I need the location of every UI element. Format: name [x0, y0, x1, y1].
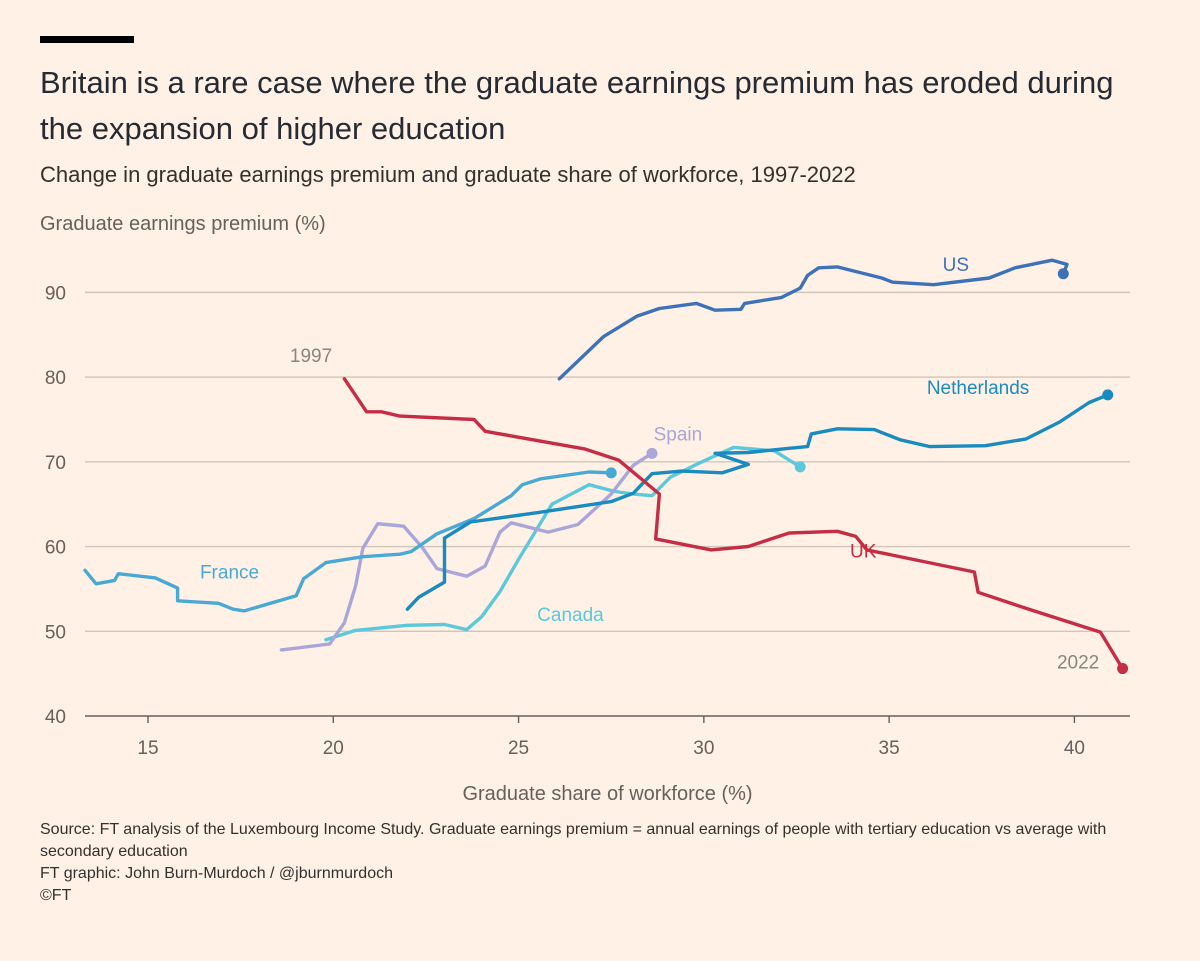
y-tick-label: 90 [45, 283, 66, 304]
graphic-credit: FT graphic: John Burn-Murdoch / @jburnmu… [40, 865, 393, 882]
series-endpoint-spain [646, 447, 658, 459]
ft-header-bar [40, 36, 134, 43]
series-label-netherlands: Netherlands [927, 378, 1029, 399]
series-endpoint-france [605, 467, 617, 479]
x-tick-label: 35 [879, 738, 900, 759]
source-note: Source: FT analysis of the Luxembourg In… [40, 821, 1107, 860]
series-line-france [83, 470, 613, 613]
x-axis-label: Graduate share of workforce (%) [462, 783, 752, 805]
copyright: ©FT [40, 887, 72, 904]
series-line-netherlands [405, 393, 1110, 611]
y-tick-label: 70 [45, 453, 66, 474]
x-tick-label: 25 [508, 738, 529, 759]
series-endpoint-uk [1117, 663, 1129, 675]
series-line-spain [279, 451, 654, 652]
y-tick-label: 60 [45, 538, 66, 559]
series-label-france: France [200, 563, 259, 584]
series-label-us: US [943, 255, 969, 276]
x-tick-label: 15 [137, 738, 158, 759]
chart-footer: Source: FT analysis of the Luxembourg In… [40, 819, 1160, 907]
chart-title: Britain is a rare case where the graduat… [40, 65, 1114, 146]
series-endpoint-us [1057, 268, 1069, 280]
chart-subtitle: Change in graduate earnings premium and … [40, 162, 856, 187]
series-endpoint-netherlands [1102, 389, 1114, 401]
x-tick-label: 40 [1064, 738, 1085, 759]
series-label-spain: Spain [654, 425, 703, 446]
series-label-uk: UK [850, 542, 877, 563]
x-tick-label: 20 [323, 738, 344, 759]
series-endpoint-canada [794, 461, 806, 473]
series-line-uk [342, 377, 1125, 671]
annotation-start-year: 1997 [290, 346, 332, 367]
y-tick-label: 40 [45, 707, 66, 728]
x-tick-label: 30 [693, 738, 714, 759]
y-tick-label: 50 [45, 622, 66, 643]
annotation-end-year: 2022 [1057, 653, 1099, 674]
series-label-canada: Canada [537, 605, 604, 626]
series-line-canada [324, 445, 802, 642]
y-axis-label: Graduate earnings premium (%) [40, 213, 326, 235]
series-line-us [557, 258, 1069, 381]
y-tick-label: 80 [45, 368, 66, 389]
